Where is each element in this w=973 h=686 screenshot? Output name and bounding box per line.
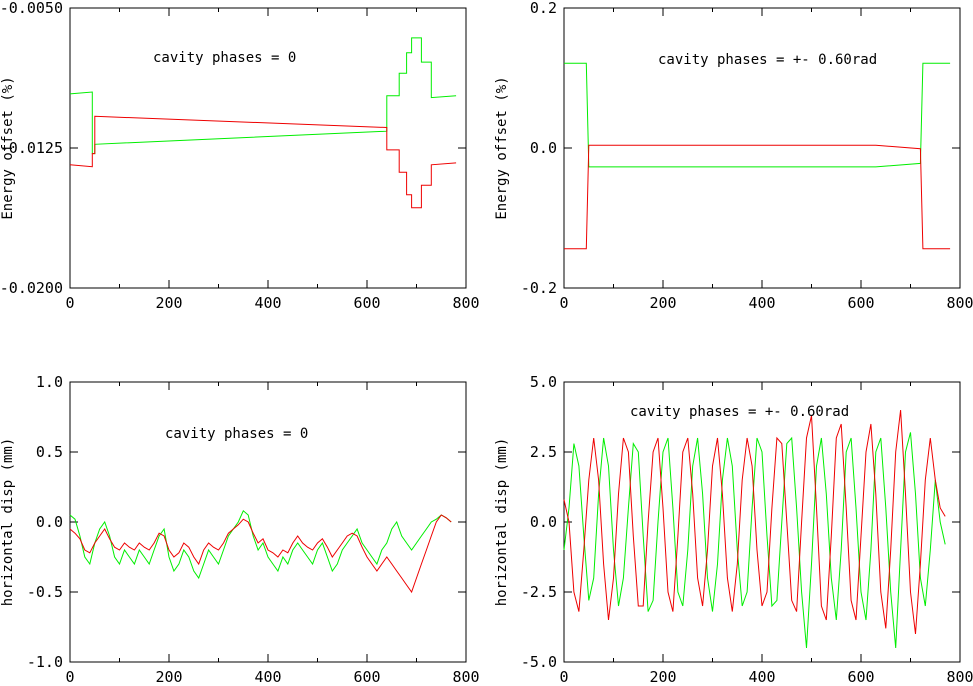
y-tick-label: -0.0125 [0, 139, 63, 157]
plot-frame [563, 7, 961, 289]
y-tick-label: 0.0 [36, 513, 63, 531]
y-tick-label: 2.5 [530, 443, 557, 461]
x-tick-label: 0 [65, 294, 74, 312]
x-tick-label: 200 [155, 668, 182, 686]
chart-panel-2: 0 200 400 600 800 -0.2 0.0 0.2 Energy offset (%)… [494, 0, 973, 312]
y-axis-label: Energy offset (%) [494, 76, 510, 219]
x-tick-label: 800 [946, 294, 973, 312]
chart-panel-3: 0 200 400 600 800 -1.0 -0.5 0.0 0.5 1.0 horizontal… [0, 373, 480, 686]
series-line-2 [564, 144, 951, 250]
y-tick-label: 0.0 [530, 139, 557, 157]
series-line-2 [69, 115, 457, 209]
x-tick-label: 400 [748, 668, 775, 686]
x-tick-label: 200 [649, 294, 676, 312]
y-tick-label: 0.2 [530, 0, 557, 17]
x-tick-label: 800 [452, 668, 479, 686]
y-tick-label: -1.0 [27, 653, 63, 671]
y-tick-label: -0.2 [521, 279, 557, 297]
x-tick-label: 200 [155, 294, 182, 312]
plot-frame [563, 381, 961, 663]
series-line-2 [69, 514, 452, 594]
x-tick-label: 800 [946, 668, 973, 686]
x-tick-label: 400 [254, 668, 281, 686]
x-tick-label: 0 [559, 294, 568, 312]
x-tick-label: 0 [65, 668, 74, 686]
x-tick-label: 600 [353, 294, 380, 312]
series-line-1 [563, 432, 946, 649]
x-tick-label: 600 [847, 668, 874, 686]
chart-annotation: cavity phases = 0 [165, 426, 308, 442]
series-line-1 [564, 62, 951, 168]
x-tick-label: 600 [847, 294, 874, 312]
y-tick-label: -0.5 [27, 583, 63, 601]
y-tick-label: -5.0 [521, 653, 557, 671]
y-tick-label: 0.0 [530, 513, 557, 531]
plot-frame [69, 381, 467, 663]
y-tick-label: 5.0 [530, 373, 557, 391]
chart-annotation: cavity phases = +- 0.60rad [658, 52, 877, 68]
x-tick-label: 400 [748, 294, 775, 312]
y-axis-label: Energy offset (%) [0, 76, 16, 219]
series-line-2 [563, 409, 946, 635]
y-tick-label: -0.0050 [0, 0, 63, 17]
x-tick-label: 0 [559, 668, 568, 686]
y-tick-label: 1.0 [36, 373, 63, 391]
chart-annotation: cavity phases = +- 0.60rad [630, 404, 849, 420]
chart-panel-4: 0 200 400 600 800 -5.0 -2.5 0.0 2.5 5.0 horizontal… [494, 373, 973, 686]
y-axis-label: horizontal disp (mm) [494, 438, 510, 607]
series-line-1 [69, 509, 452, 580]
y-axis-label: horizontal disp (mm) [0, 438, 16, 607]
x-tick-label: 200 [649, 668, 676, 686]
chart-panel-1: 0 200 400 600 800 -0.0200 -0.0125 -0.0050 Energy… [0, 0, 480, 312]
y-tick-label: 0.5 [36, 443, 63, 461]
x-tick-label: 800 [452, 294, 479, 312]
y-tick-label: -2.5 [521, 583, 557, 601]
y-tick-label: -0.0200 [0, 279, 63, 297]
chart-annotation: cavity phases = 0 [153, 50, 296, 66]
x-tick-label: 400 [254, 294, 281, 312]
x-tick-label: 600 [353, 668, 380, 686]
